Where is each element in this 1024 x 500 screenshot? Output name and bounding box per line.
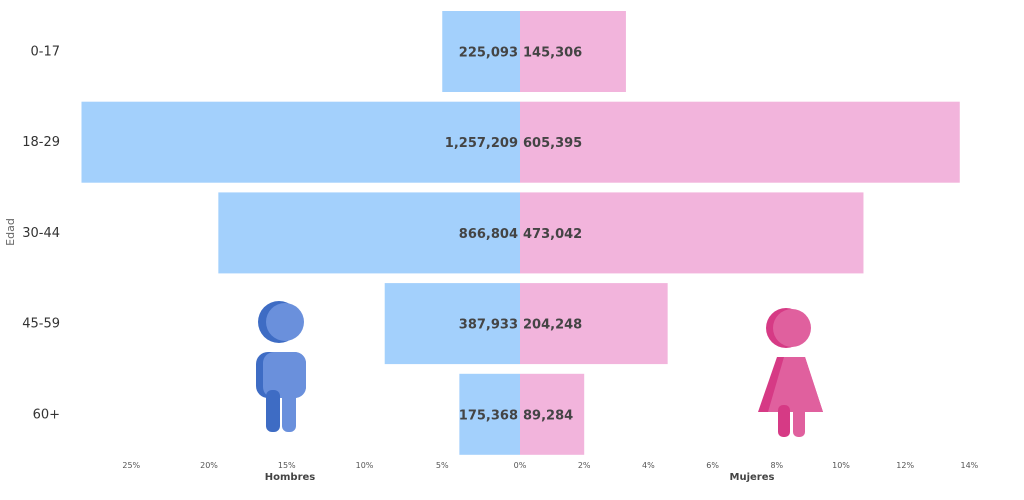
value-label-hombres: 175,368 (459, 408, 518, 423)
x-axis-ticks: 25% 20% 15% 10% 5% 0% 2% 4% 6% 8% 10% 12% 14% (122, 461, 978, 470)
bar-mujeres-18-29 (520, 101, 960, 183)
y-axis-title: Edad (4, 218, 17, 246)
tick-label-hombres: 25% (122, 461, 140, 470)
category-labels: 0-17 18-29 30-44 45-59 60+ (22, 45, 60, 423)
tick-label-mujeres: 6% (706, 461, 719, 470)
tick-label-mujeres: 4% (642, 461, 655, 470)
bar-hombres-45-59 (384, 283, 520, 365)
category-label: 45-59 (22, 317, 60, 332)
value-label-mujeres: 204,248 (523, 318, 582, 333)
bar-hombres-30-44 (218, 192, 520, 274)
tick-label-hombres: 5% (436, 461, 449, 470)
category-label: 0-17 (30, 45, 60, 60)
value-label-mujeres: 473,042 (523, 227, 582, 242)
tick-label-hombres: 20% (200, 461, 218, 470)
value-label-hombres: 866,804 (459, 227, 518, 242)
category-label: 30-44 (22, 226, 60, 241)
value-labels: 225,093 145,306 1,257,209 605,395 866,804 473… (445, 46, 582, 424)
bar-hombres-0-17 (442, 11, 520, 92)
category-label: 60+ (33, 407, 60, 422)
bar-hombres-18-29 (81, 101, 521, 183)
value-label-hombres: 225,093 (459, 46, 518, 61)
value-label-mujeres: 145,306 (523, 46, 582, 61)
value-label-mujeres: 605,395 (523, 136, 582, 151)
bar-mujeres-60+ (520, 373, 585, 455)
tick-label-mujeres: 2% (578, 461, 591, 470)
category-label: 18-29 (22, 135, 60, 150)
bar-hombres-60+ (459, 373, 520, 455)
tick-label-mujeres: 12% (896, 461, 914, 470)
bars-layer (81, 11, 960, 455)
x-axis-title-mujeres: Mujeres (730, 472, 775, 483)
tick-label-mujeres: 8% (770, 461, 783, 470)
value-label-hombres: 387,933 (459, 318, 518, 333)
bar-mujeres-45-59 (520, 283, 668, 365)
tick-label-hombres: 15% (278, 461, 296, 470)
woman-icon (758, 308, 823, 437)
tick-label-hombres: 0% (514, 461, 527, 470)
value-label-hombres: 1,257,209 (445, 136, 518, 151)
bar-mujeres-30-44 (520, 192, 864, 274)
value-label-mujeres: 89,284 (523, 408, 573, 423)
tick-label-mujeres: 10% (832, 461, 850, 470)
bar-mujeres-0-17 (520, 11, 626, 92)
man-icon (256, 301, 306, 432)
x-axis-title-hombres: Hombres (265, 472, 316, 483)
tick-label-mujeres: 14% (961, 461, 979, 470)
tick-label-hombres: 10% (356, 461, 374, 470)
